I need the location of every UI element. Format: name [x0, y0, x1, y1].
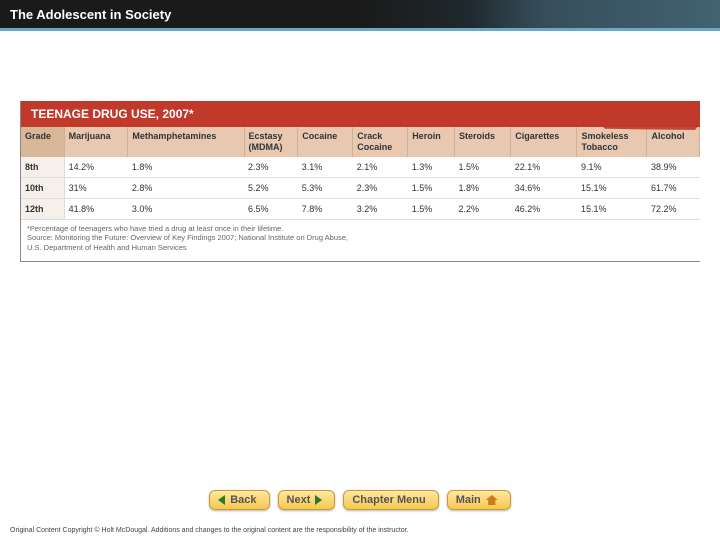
col-header: Marijuana: [64, 127, 128, 157]
data-cell: 1.5%: [408, 198, 455, 219]
col-header: Cigarettes: [511, 127, 577, 157]
col-header: Heroin: [408, 127, 455, 157]
next-label: Next: [287, 494, 311, 506]
main-label: Main: [456, 494, 481, 506]
note-line: *Percentage of teenagers who have tried …: [27, 224, 694, 234]
back-button[interactable]: Back: [209, 490, 269, 510]
chevron-right-icon: [315, 495, 322, 505]
data-cell: 61.7%: [647, 177, 700, 198]
col-header: Ecstasy(MDMA): [244, 127, 298, 157]
back-label: Back: [230, 494, 256, 506]
table-row: 8th14.2%1.8%2.3%3.1%2.1%1.3%1.5%22.1%9.1…: [21, 157, 700, 178]
footer-copyright: Original Content Copyright © Holt McDoug…: [10, 527, 409, 534]
table-header-row: GradeMarijuanaMethamphetaminesEcstasy(MD…: [21, 127, 700, 157]
col-header: SmokelessTobacco: [577, 127, 647, 157]
chapter-menu-button[interactable]: Chapter Menu: [343, 490, 438, 510]
data-cell: 3.2%: [353, 198, 408, 219]
drug-use-table: GradeMarijuanaMethamphetaminesEcstasy(MD…: [21, 127, 700, 220]
data-cell: 31%: [64, 177, 128, 198]
data-cell: 22.1%: [511, 157, 577, 178]
data-cell: 41.8%: [64, 198, 128, 219]
grade-cell: 8th: [21, 157, 64, 178]
col-header: Steroids: [455, 127, 511, 157]
col-header: Grade: [21, 127, 64, 157]
col-header: Methamphetamines: [128, 127, 244, 157]
data-cell: 1.5%: [408, 177, 455, 198]
data-cell: 1.3%: [408, 157, 455, 178]
page-title: The Adolescent in Society: [10, 7, 171, 22]
content-area: TEENAGE DRUG USE, 2007* GradeMarijuanaMe…: [0, 31, 720, 282]
data-cell: 46.2%: [511, 198, 577, 219]
data-cell: 2.2%: [455, 198, 511, 219]
data-cell: 5.3%: [298, 177, 353, 198]
table-title-banner: TEENAGE DRUG USE, 2007*: [21, 101, 700, 127]
data-cell: 9.1%: [577, 157, 647, 178]
note-line: U.S. Department of Health and Human Serv…: [27, 243, 694, 253]
data-cell: 2.3%: [244, 157, 298, 178]
data-cell: 6.5%: [244, 198, 298, 219]
data-cell: 34.6%: [511, 177, 577, 198]
col-header: CrackCocaine: [353, 127, 408, 157]
table-source-notes: *Percentage of teenagers who have tried …: [21, 220, 700, 261]
data-cell: 7.8%: [298, 198, 353, 219]
col-header: Alcohol: [647, 127, 700, 157]
table-wrapper: TEENAGE DRUG USE, 2007* GradeMarijuanaMe…: [20, 101, 700, 262]
main-button[interactable]: Main: [447, 490, 511, 510]
data-cell: 72.2%: [647, 198, 700, 219]
data-cell: 1.8%: [128, 157, 244, 178]
data-cell: 15.1%: [577, 177, 647, 198]
chapter-menu-label: Chapter Menu: [352, 494, 425, 506]
data-cell: 5.2%: [244, 177, 298, 198]
data-cell: 2.8%: [128, 177, 244, 198]
data-cell: 1.5%: [455, 157, 511, 178]
data-cell: 15.1%: [577, 198, 647, 219]
data-cell: 2.1%: [353, 157, 408, 178]
data-cell: 2.3%: [353, 177, 408, 198]
header-bar: The Adolescent in Society: [0, 0, 720, 28]
chevron-left-icon: [218, 495, 225, 505]
nav-bar: Back Next Chapter Menu Main: [0, 490, 720, 510]
data-cell: 3.0%: [128, 198, 244, 219]
data-cell: 14.2%: [64, 157, 128, 178]
table-row: 10th31%2.8%5.2%5.3%2.3%1.5%1.8%34.6%15.1…: [21, 177, 700, 198]
header-decoration: [470, 0, 720, 28]
next-button[interactable]: Next: [278, 490, 336, 510]
grade-cell: 10th: [21, 177, 64, 198]
home-icon: [486, 495, 498, 505]
data-cell: 38.9%: [647, 157, 700, 178]
grade-cell: 12th: [21, 198, 64, 219]
note-line: Source: Monitoring the Future: Overview …: [27, 233, 694, 243]
data-cell: 3.1%: [298, 157, 353, 178]
data-cell: 1.8%: [455, 177, 511, 198]
table-row: 12th41.8%3.0%6.5%7.8%3.2%1.5%2.2%46.2%15…: [21, 198, 700, 219]
col-header: Cocaine: [298, 127, 353, 157]
